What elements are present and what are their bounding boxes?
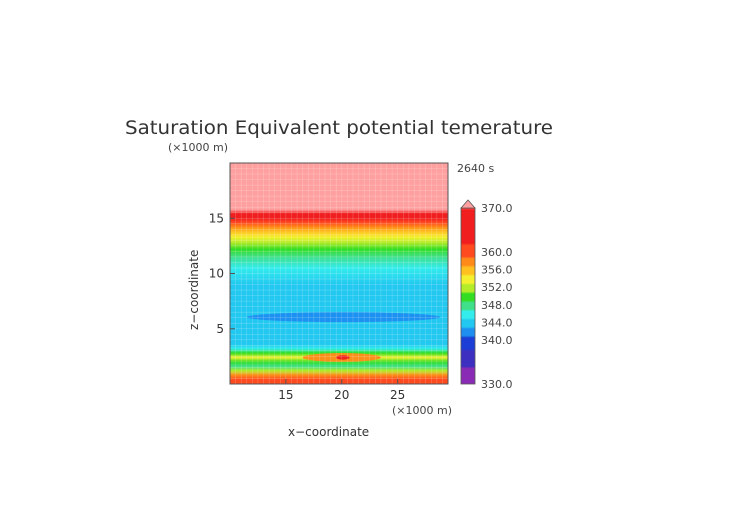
colorbar-fill	[460, 207, 476, 385]
z-tick-label: 5	[216, 322, 224, 336]
mid-level-blue-band	[246, 312, 441, 323]
colorbar-label: 340.0	[481, 334, 513, 347]
field-fill	[230, 163, 448, 384]
colorbar-labels: 370.0 360.0 356.0 352.0 348.0 344.0 340.0 330.0	[481, 202, 513, 391]
x-tick-label: 15	[278, 388, 293, 402]
z-tick-label: 15	[209, 211, 224, 225]
colorbar-label: 360.0	[481, 246, 513, 259]
z-unit-label: (×1000 m)	[168, 141, 228, 154]
colorbar-label: 370.0	[481, 202, 513, 215]
low-level-red-core	[336, 355, 350, 360]
plot-area	[230, 163, 448, 384]
z-axis-title: z−coordinate	[187, 250, 201, 330]
x-axis-title: x−coordinate	[288, 425, 369, 439]
colorbar-label: 352.0	[481, 281, 513, 294]
colorbar-label: 330.0	[481, 378, 513, 391]
colorbar-label: 348.0	[481, 299, 513, 312]
chart-title: Saturation Equivalent potential temeratu…	[125, 117, 553, 139]
x-tick-label: 25	[390, 388, 405, 402]
time-label: 2640 s	[457, 162, 494, 175]
colorbar-label: 344.0	[481, 316, 513, 329]
grid	[230, 163, 448, 384]
x-unit-label: (×1000 m)	[392, 404, 452, 417]
x-axis: 15 20 25	[278, 379, 405, 402]
z-tick-label: 10	[209, 267, 224, 281]
colorbar: 370.0 360.0 356.0 352.0 348.0 344.0 340.0 330.0	[460, 199, 513, 391]
colorbar-label: 356.0	[481, 264, 513, 277]
colorbar-extend-arrow	[460, 199, 476, 209]
z-axis: 5 10 15	[209, 211, 235, 336]
x-tick-label: 20	[334, 388, 349, 402]
field-features	[246, 312, 441, 362]
